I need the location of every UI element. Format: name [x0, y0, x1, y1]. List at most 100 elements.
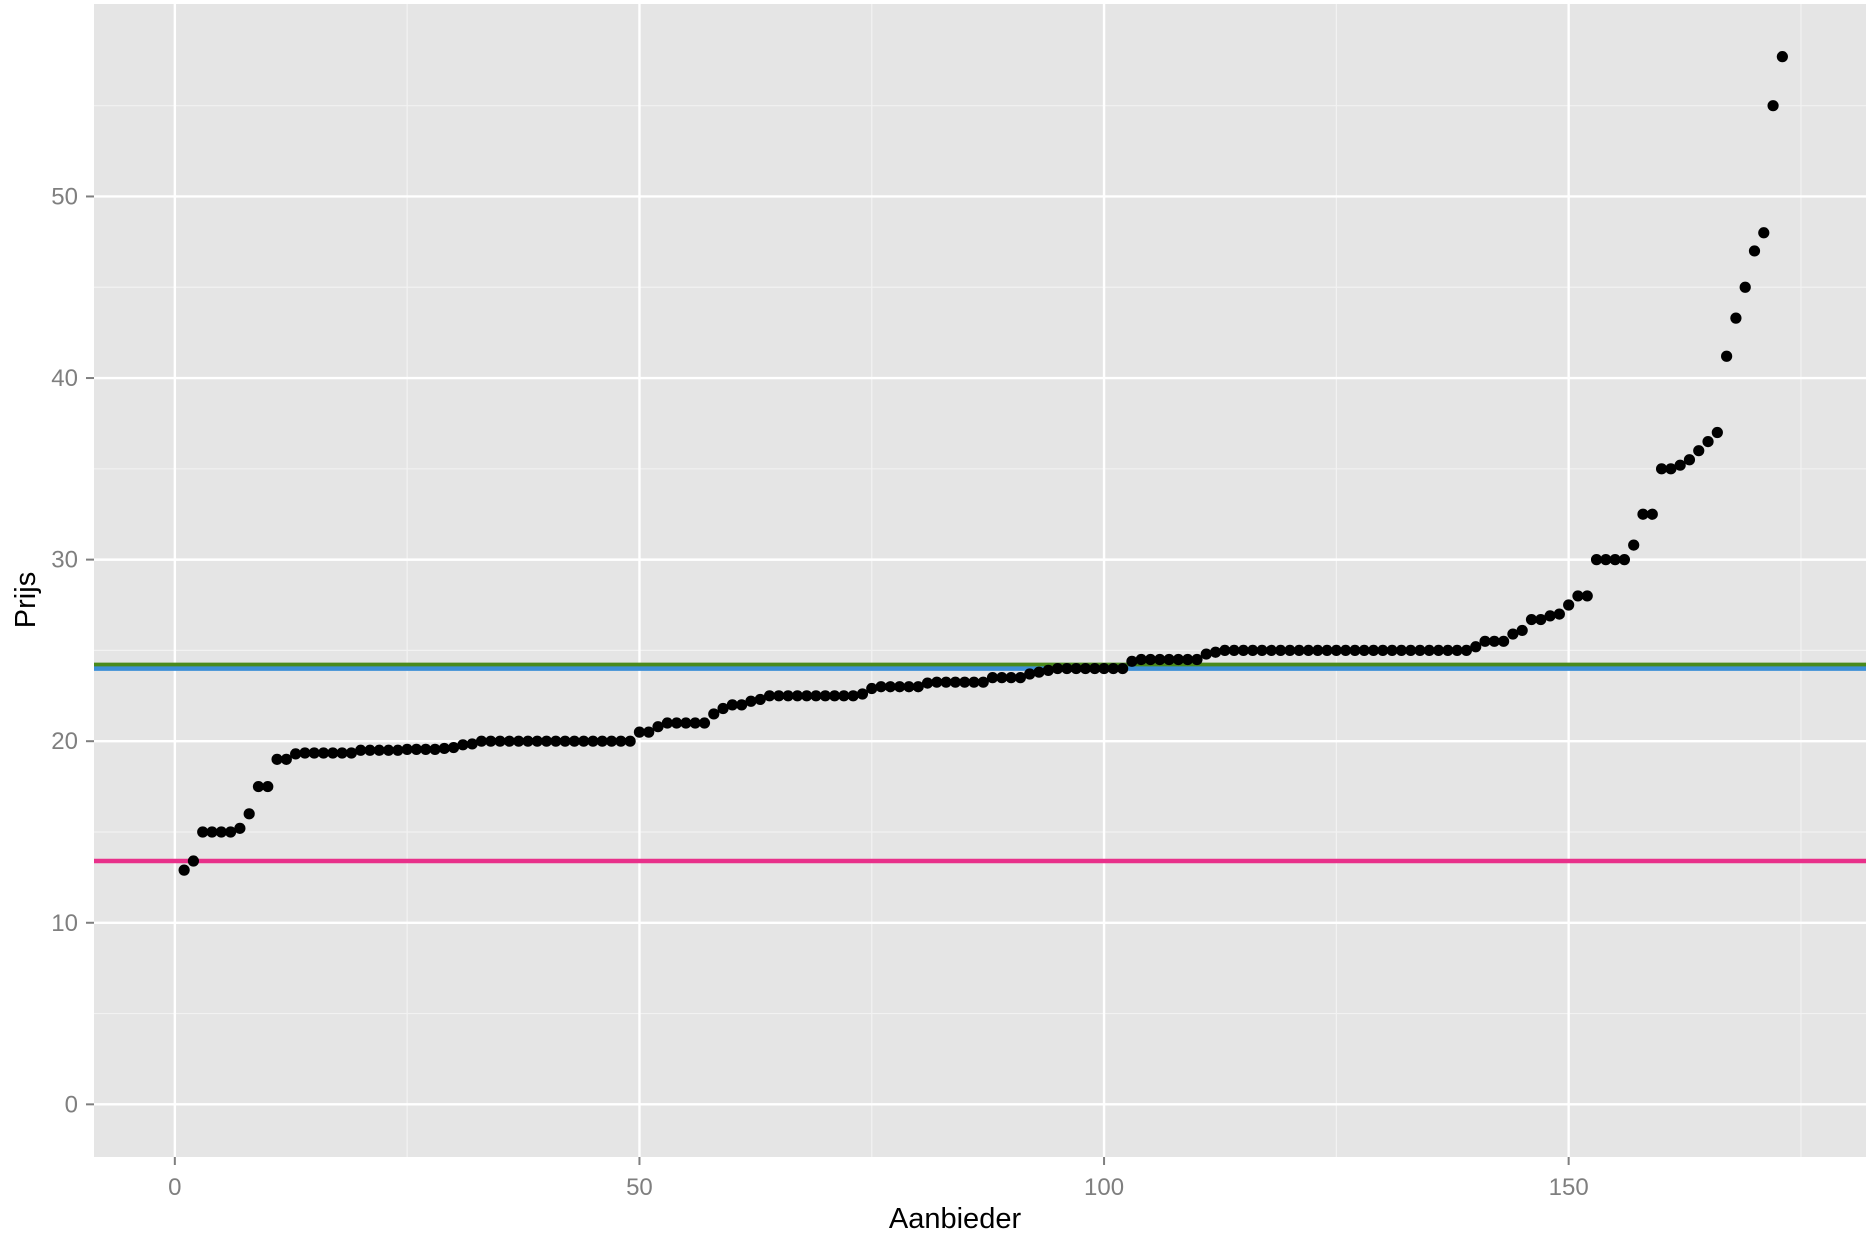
data-point [968, 676, 980, 688]
data-point [754, 693, 766, 706]
data-point [1553, 608, 1565, 620]
data-point [810, 690, 822, 702]
data-point [1498, 635, 1510, 647]
data-point [745, 695, 757, 707]
x-axis: 0 50 100 150 [168, 1157, 1589, 1201]
data-point [1182, 653, 1194, 666]
data-point [838, 690, 850, 702]
data-point [206, 826, 218, 838]
data-point [1340, 644, 1352, 657]
data-point [717, 702, 729, 715]
y-tick-label: 50 [51, 183, 78, 210]
data-point [392, 744, 404, 756]
data-point [977, 676, 989, 688]
data-point [1302, 644, 1315, 657]
plot-panel [94, 4, 1866, 1157]
data-point [1247, 644, 1259, 657]
data-point [429, 743, 441, 755]
data-point [940, 676, 952, 688]
data-point [1572, 590, 1584, 602]
data-point [1646, 508, 1658, 520]
data-point [1051, 662, 1064, 675]
data-point [1033, 666, 1045, 678]
data-point [680, 717, 692, 729]
data-point [1079, 662, 1092, 675]
data-point [698, 717, 711, 729]
data-point [671, 717, 683, 729]
data-point [438, 742, 450, 755]
data-point [178, 864, 190, 876]
data-point [959, 676, 971, 688]
y-axis-title: Prijs [10, 572, 42, 628]
data-point [1172, 653, 1184, 666]
data-point [1451, 644, 1463, 657]
data-point [782, 690, 794, 702]
x-axis-title: Aanbieder [889, 1203, 1022, 1235]
data-point [522, 735, 534, 747]
data-point [243, 808, 255, 820]
data-point [475, 735, 488, 747]
data-point [1432, 644, 1445, 657]
data-point [949, 676, 961, 688]
data-point [1312, 644, 1324, 657]
data-point [1377, 644, 1389, 657]
data-point [1405, 644, 1417, 657]
data-point [1683, 454, 1696, 466]
data-point [355, 744, 367, 756]
data-point [578, 735, 590, 747]
data-point [197, 826, 209, 838]
data-point [726, 699, 738, 711]
data-point [531, 735, 543, 747]
data-point [1544, 610, 1556, 622]
data-point [345, 747, 357, 759]
y-tick-label: 30 [51, 547, 78, 574]
data-point [736, 699, 748, 711]
data-point [633, 726, 646, 738]
data-point [605, 735, 618, 747]
data-point [503, 735, 515, 747]
x-tick-label: 100 [1084, 1174, 1124, 1201]
data-point [1516, 624, 1528, 637]
reference-lines [94, 662, 1866, 864]
y-tick-label: 20 [51, 728, 78, 755]
data-point [1535, 613, 1547, 626]
data-point [1711, 426, 1723, 439]
data-point [1367, 644, 1380, 657]
data-point [1274, 644, 1287, 657]
data-point [1144, 653, 1157, 666]
data-point [1358, 644, 1370, 657]
data-point [1655, 463, 1668, 475]
data-point [1748, 245, 1761, 257]
data-point [1776, 51, 1788, 63]
data-point [252, 780, 265, 793]
data-point [828, 690, 841, 702]
data-point [1265, 644, 1277, 657]
data-point [689, 717, 701, 729]
data-point [1739, 281, 1751, 293]
data-point [1442, 644, 1454, 657]
data-point [1395, 644, 1407, 657]
data-point [448, 741, 460, 754]
data-point [1693, 445, 1705, 457]
data-point [420, 743, 432, 755]
data-point [187, 855, 200, 867]
data-point [903, 681, 915, 693]
data-point [1767, 100, 1779, 112]
data-point [1423, 644, 1435, 657]
data-point [1609, 554, 1621, 566]
data-point [1479, 635, 1491, 647]
data-point [568, 735, 581, 747]
data-point [559, 735, 571, 747]
data-point [466, 738, 478, 750]
x-tick-label: 150 [1549, 1174, 1589, 1201]
data-point [550, 735, 562, 747]
data-point [856, 688, 869, 700]
data-point [931, 676, 943, 688]
data-point [494, 735, 506, 747]
data-point [1256, 644, 1268, 657]
data-point [1590, 554, 1603, 566]
data-point [1126, 655, 1138, 667]
data-point [1042, 664, 1054, 676]
y-axis: 0 10 20 30 40 50 [51, 183, 94, 1118]
